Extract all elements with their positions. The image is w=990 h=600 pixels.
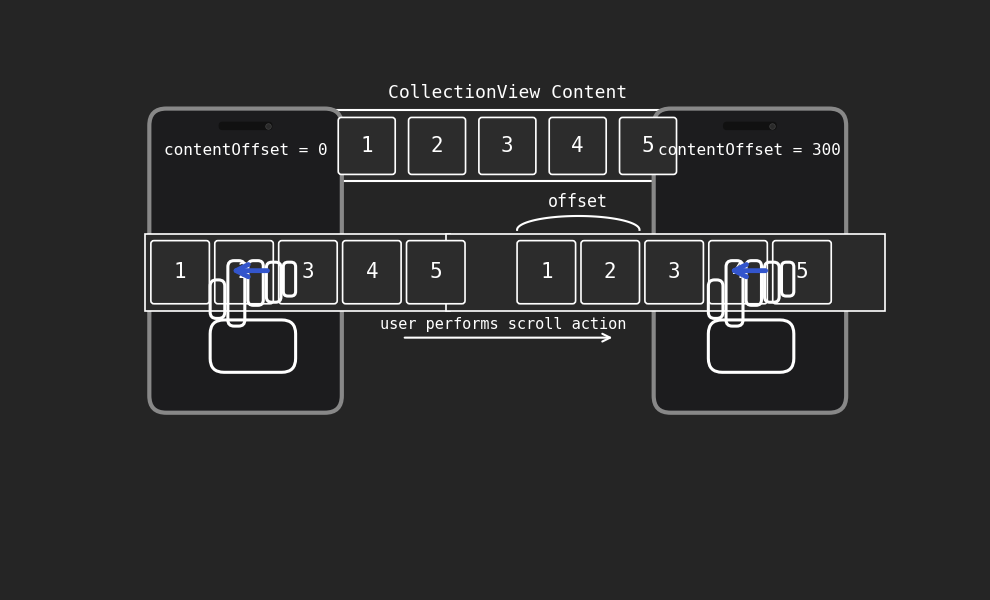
Bar [146,233,449,311]
FancyBboxPatch shape [644,241,704,304]
Text: 1: 1 [174,262,186,282]
Text: 2: 2 [604,262,617,282]
FancyBboxPatch shape [653,109,846,413]
FancyBboxPatch shape [709,241,767,304]
Text: 5: 5 [796,262,808,282]
Text: 4: 4 [571,136,584,156]
FancyBboxPatch shape [773,241,832,304]
FancyBboxPatch shape [723,122,777,130]
Text: 1: 1 [540,262,552,282]
Text: offset: offset [548,193,608,211]
Text: 3: 3 [668,262,680,282]
Bar [726,322,794,324]
FancyBboxPatch shape [517,241,575,304]
Bar [325,110,690,181]
Text: 4: 4 [732,262,744,282]
FancyBboxPatch shape [620,118,676,175]
Bar [227,322,296,324]
Text: 4: 4 [365,262,378,282]
FancyBboxPatch shape [407,241,465,304]
FancyBboxPatch shape [339,118,395,175]
Text: 3: 3 [501,136,514,156]
FancyBboxPatch shape [549,118,606,175]
Bar [446,233,885,311]
Text: 2: 2 [431,136,444,156]
Text: CollectionView Content: CollectionView Content [388,84,627,102]
Text: 3: 3 [302,262,314,282]
FancyBboxPatch shape [581,241,640,304]
FancyBboxPatch shape [215,241,273,304]
FancyBboxPatch shape [150,241,210,304]
Text: contentOffset = 0: contentOffset = 0 [163,143,328,158]
Text: 1: 1 [360,136,373,156]
FancyBboxPatch shape [279,241,338,304]
FancyBboxPatch shape [149,109,342,413]
Text: 5: 5 [430,262,443,282]
FancyBboxPatch shape [479,118,536,175]
Text: 2: 2 [238,262,250,282]
Text: 5: 5 [642,136,654,156]
Text: user performs scroll action: user performs scroll action [380,317,627,332]
FancyBboxPatch shape [219,122,272,130]
FancyBboxPatch shape [409,118,465,175]
Text: contentOffset = 300: contentOffset = 300 [658,143,842,158]
FancyBboxPatch shape [343,241,401,304]
